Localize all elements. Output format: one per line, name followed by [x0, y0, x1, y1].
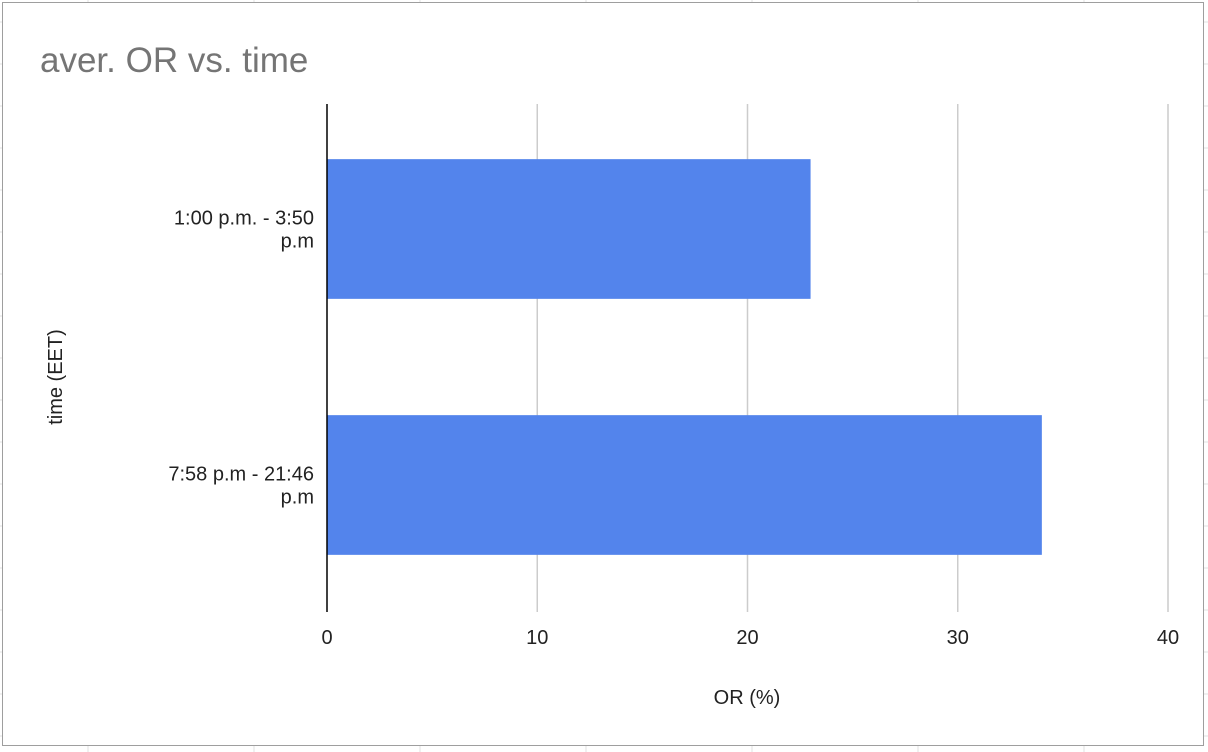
y-tick-label: 7:58 p.m - 21:46 p.m: [168, 464, 314, 509]
x-tick-label: 40: [1157, 627, 1179, 649]
y-axis-title: time (EET): [45, 329, 67, 425]
x-tick-label: 20: [736, 627, 758, 649]
x-tick-label: 0: [321, 627, 332, 649]
x-tick-labels: 0 10 20 30 40: [321, 627, 1179, 649]
y-tick-label: 1:00 p.m. - 3:50 p.m: [174, 208, 314, 253]
chart-title: aver. OR vs. time: [40, 41, 308, 80]
bars: [327, 159, 1042, 555]
bar-1[interactable]: [327, 159, 811, 299]
x-axis-title: OR (%): [714, 687, 781, 709]
y-tick-labels: 1:00 p.m. - 3:50 p.m 7:58 p.m - 21:46 p.m: [168, 208, 314, 509]
x-tick-label: 30: [947, 627, 969, 649]
x-tick-label: 10: [526, 627, 548, 649]
bar-2[interactable]: [327, 415, 1042, 555]
